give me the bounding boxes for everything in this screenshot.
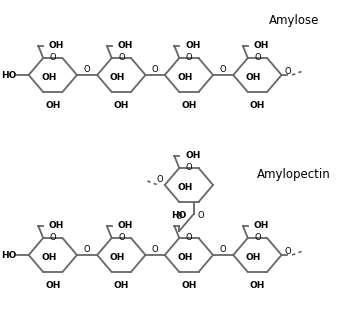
Text: OH: OH: [114, 100, 129, 109]
Text: O: O: [84, 65, 90, 74]
Text: O: O: [186, 233, 192, 242]
Text: OH: OH: [253, 222, 269, 231]
Text: O: O: [152, 246, 158, 255]
Text: O: O: [254, 233, 261, 242]
Text: OH: OH: [185, 42, 200, 51]
Text: O: O: [118, 54, 125, 63]
Text: Amylose: Amylose: [269, 14, 319, 27]
Text: OH: OH: [45, 281, 61, 290]
Text: OH: OH: [177, 183, 193, 192]
Text: O: O: [285, 67, 291, 76]
Text: HO: HO: [171, 210, 187, 219]
Text: O: O: [118, 233, 125, 242]
Text: O: O: [220, 246, 226, 255]
Text: O: O: [50, 54, 56, 63]
Text: OH: OH: [185, 152, 200, 161]
Text: OH: OH: [250, 281, 265, 290]
Text: OH: OH: [114, 281, 129, 290]
Text: O: O: [220, 65, 226, 74]
Text: OH: OH: [41, 73, 57, 82]
Text: OH: OH: [246, 73, 261, 82]
Text: OH: OH: [177, 253, 193, 262]
Text: OH: OH: [250, 100, 265, 109]
Text: O: O: [157, 175, 163, 184]
Text: O: O: [186, 163, 192, 172]
Text: O: O: [152, 65, 158, 74]
Text: O: O: [176, 212, 183, 221]
Text: OH: OH: [41, 253, 57, 262]
Text: OH: OH: [177, 73, 193, 82]
Text: O: O: [197, 211, 204, 220]
Text: OH: OH: [45, 100, 61, 109]
Text: HO: HO: [1, 70, 16, 79]
Text: OH: OH: [181, 100, 196, 109]
Text: OH: OH: [49, 222, 64, 231]
Text: OH: OH: [118, 222, 133, 231]
Text: OH: OH: [49, 42, 64, 51]
Text: OH: OH: [110, 73, 125, 82]
Text: OH: OH: [110, 253, 125, 262]
Text: OH: OH: [118, 42, 133, 51]
Text: OH: OH: [181, 281, 196, 290]
Text: Amylopectin: Amylopectin: [257, 168, 331, 181]
Text: O: O: [84, 246, 90, 255]
Text: O: O: [186, 54, 192, 63]
Text: O: O: [50, 233, 56, 242]
Text: OH: OH: [253, 42, 269, 51]
Text: OH: OH: [246, 253, 261, 262]
Text: O: O: [285, 246, 291, 255]
Text: O: O: [254, 54, 261, 63]
Text: HO: HO: [1, 250, 16, 259]
